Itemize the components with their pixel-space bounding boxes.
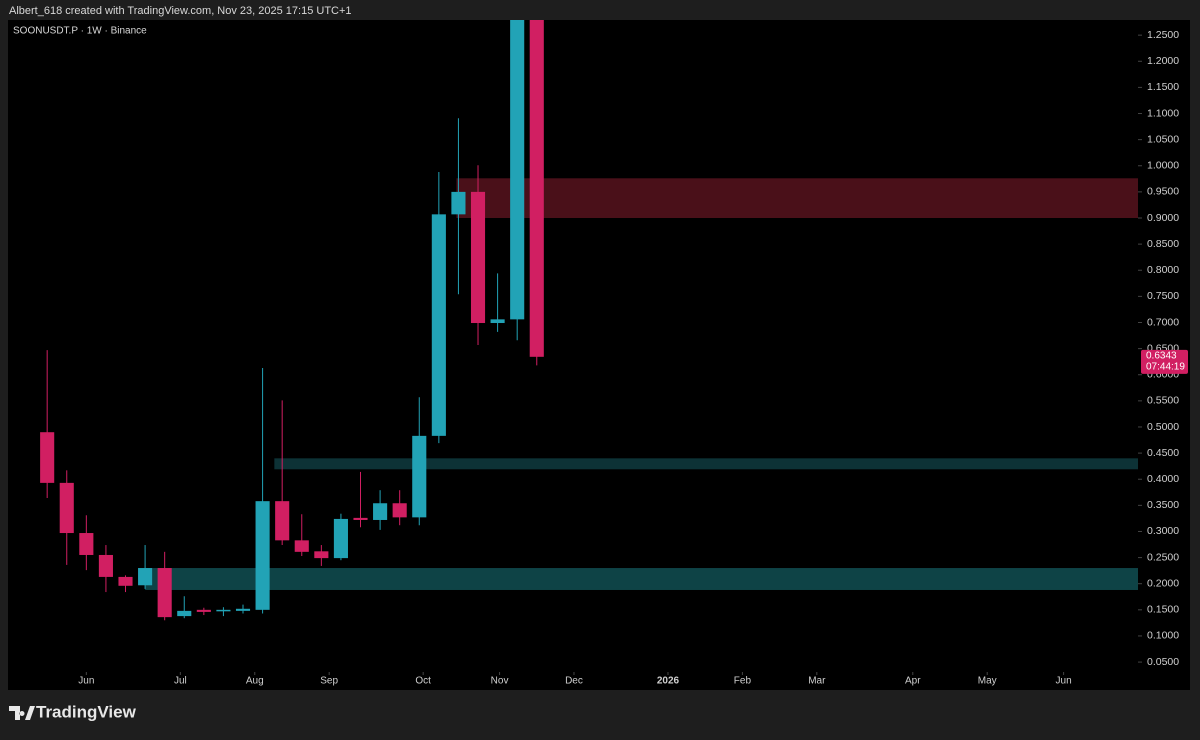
- y-tick-label: 1.2000: [1147, 55, 1179, 67]
- y-tick-label: 0.0500: [1147, 656, 1179, 668]
- brand-name: TradingView: [36, 702, 137, 721]
- y-tick-label: 0.1000: [1147, 630, 1179, 642]
- y-tick-label: 0.4500: [1147, 447, 1179, 459]
- last-price-badge: [1141, 349, 1188, 374]
- brand-logo: TradingView: [9, 702, 137, 721]
- y-tick-label: 1.2500: [1147, 29, 1179, 41]
- x-tick-label: Jul: [174, 676, 187, 687]
- y-tick-label: 0.5500: [1147, 395, 1179, 407]
- candle-body: [314, 551, 329, 559]
- y-tick-label: 1.1500: [1147, 81, 1179, 93]
- axes: 0.0500 0.1000 0.1500 0.2000 0.2500 0.3000 0.35…: [78, 29, 1188, 687]
- candle-body: [255, 501, 270, 610]
- y-tick-label: 0.1500: [1147, 604, 1179, 616]
- candle-body: [412, 435, 427, 518]
- candle-body: [138, 568, 153, 586]
- y-tick-label: 0.5000: [1147, 421, 1179, 433]
- y-tick-label: 0.3000: [1147, 525, 1179, 537]
- y-tick-label: 0.4000: [1147, 473, 1179, 485]
- symbol-title: SOONUSDT.P · 1W · Binance: [13, 26, 147, 37]
- candle-body: [79, 533, 94, 555]
- x-tick-label: Aug: [246, 676, 264, 687]
- candle-body: [118, 576, 133, 586]
- candle-body: [373, 503, 388, 520]
- y-tick-label: 1.1000: [1147, 107, 1179, 119]
- candle-body: [216, 609, 231, 612]
- candle-body: [451, 191, 466, 215]
- price-zone: [274, 458, 1138, 470]
- candle-body: [40, 432, 55, 483]
- candle-body: [294, 540, 309, 552]
- candle-body: [196, 609, 211, 612]
- x-tick-label: 2026: [657, 676, 680, 687]
- candle-body: [177, 610, 192, 617]
- candle-body: [431, 214, 446, 436]
- y-tick-label: 1.0000: [1147, 160, 1179, 172]
- candle-body: [392, 503, 407, 518]
- y-tick-label: 0.8500: [1147, 238, 1179, 250]
- candle-body: [333, 518, 348, 559]
- candle-body: [353, 517, 368, 520]
- x-tick-label: Jun: [78, 676, 94, 687]
- price-zone: [456, 178, 1138, 219]
- candle-body: [157, 568, 172, 618]
- candle-body: [470, 191, 486, 324]
- x-tick-label: Sep: [320, 676, 338, 687]
- y-tick-label: 0.3500: [1147, 499, 1179, 511]
- last-price-label: 0.6343: [1146, 350, 1177, 361]
- candle-body: [510, 20, 525, 320]
- y-tick-label: 0.7500: [1147, 290, 1179, 302]
- y-tick-label: 0.2500: [1147, 551, 1179, 563]
- x-tick-label: May: [978, 676, 997, 687]
- candle-body: [529, 20, 544, 357]
- x-tick-label: Mar: [808, 676, 826, 687]
- candle-body: [98, 554, 113, 577]
- x-tick-label: Nov: [491, 676, 509, 687]
- y-tick-label: 0.9000: [1147, 212, 1179, 224]
- y-tick-label: 1.0500: [1147, 133, 1179, 145]
- y-tick-label: 0.8000: [1147, 264, 1179, 276]
- x-tick-label: Feb: [734, 676, 752, 687]
- x-tick-label: Dec: [565, 676, 583, 687]
- x-tick-label: Jun: [1056, 676, 1072, 687]
- logo-icon: [9, 706, 35, 720]
- countdown-label: 07:44:19: [1146, 361, 1185, 372]
- candle-body: [59, 482, 74, 534]
- y-tick-label: 0.9500: [1147, 186, 1179, 198]
- price-zone: [145, 568, 1138, 590]
- candle-body: [490, 319, 505, 324]
- candle-body: [235, 608, 251, 611]
- plot: [40, 20, 1138, 621]
- y-tick-label: 0.7000: [1147, 316, 1179, 328]
- y-tick-label: 0.2000: [1147, 577, 1179, 589]
- header: Albert_618 created with TradingView.com,…: [9, 5, 352, 17]
- x-tick-label: Apr: [905, 676, 921, 687]
- x-tick-label: Oct: [415, 676, 431, 687]
- candle-body: [275, 501, 290, 541]
